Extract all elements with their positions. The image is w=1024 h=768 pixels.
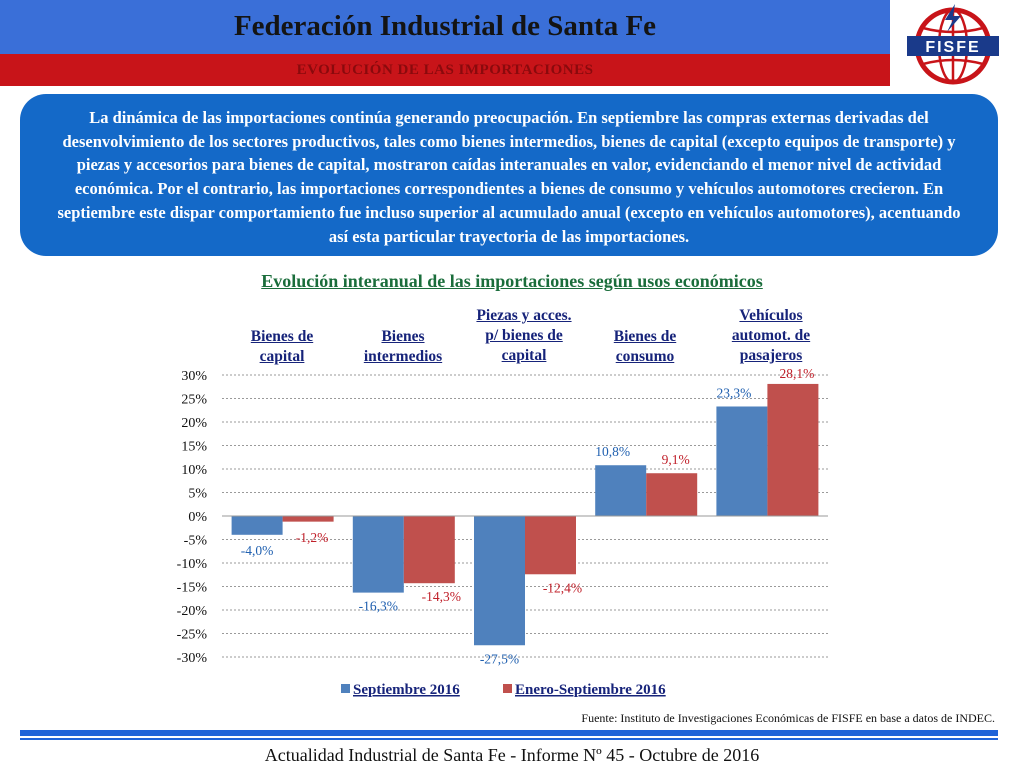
y-tick-label: 20% (181, 416, 207, 431)
data-label: -1,2% (296, 530, 329, 545)
logo-text: FISFE (925, 39, 980, 56)
y-tick-label: -20% (177, 604, 208, 619)
y-tick-label: -25% (177, 628, 208, 643)
data-label: 28,1% (779, 366, 814, 381)
legend-label-0: Septiembre 2016 (353, 682, 460, 698)
intro-box: La dinámica de las importaciones continú… (20, 94, 998, 256)
y-tick-label: 0% (188, 510, 207, 525)
y-tick-label: 10% (181, 463, 207, 478)
y-tick-label: -15% (177, 581, 208, 596)
source-note: Fuente: Instituto de Investigaciones Eco… (581, 711, 995, 725)
data-label: 23,3% (716, 385, 751, 400)
footer-rule (20, 730, 998, 736)
category-label-bienes-de-consumo: Bienes de consumo (613, 328, 677, 365)
legend-label-1: Enero-Septiembre 2016 (515, 682, 666, 698)
category-label-bienes-de-capital: Bienes de capital (250, 328, 314, 365)
subtitle-bar (0, 54, 890, 86)
bar-ene-sep-0 (282, 516, 334, 522)
legend-swatch-1 (503, 684, 512, 693)
bar-septiembre-3 (595, 465, 647, 516)
y-tick-label: 30% (181, 369, 207, 384)
category-label-bienes-intermedios: Bienes intermedios (363, 328, 443, 365)
footer-text: Actualidad Industrial de Santa Fe - Info… (264, 745, 760, 765)
data-label: -14,3% (422, 589, 461, 604)
page-title: Federación Industrial de Santa Fe (233, 10, 657, 42)
legend-swatch-0 (341, 684, 350, 693)
data-label: -16,3% (359, 599, 398, 614)
data-label: 9,1% (662, 452, 690, 467)
category-label-vehiculos: Vehículos automot. de pasajeros (731, 307, 811, 364)
y-tick-label: 25% (181, 393, 207, 408)
category-label-piezas-y-acces: Piezas y acces. p/ bienes de capital (476, 307, 572, 364)
bar-septiembre-1 (352, 516, 404, 593)
page-subtitle: EVOLUCIÓN DE LAS IMPORTACIONES (296, 62, 594, 78)
bar-septiembre-0 (231, 516, 283, 535)
footer-rule-thin (20, 738, 998, 740)
bar-septiembre-2 (474, 516, 525, 646)
data-label: -12,4% (543, 580, 582, 595)
bar-ene-sep-3 (646, 473, 698, 516)
y-tick-label: 5% (188, 487, 207, 502)
header-bar (0, 0, 890, 54)
data-label: 10,8% (595, 444, 630, 459)
bar-ene-sep-4 (767, 383, 819, 516)
data-label: -27,5% (480, 651, 519, 666)
data-label: -4,0% (241, 543, 274, 558)
bar-septiembre-4 (716, 406, 768, 516)
fisfe-logo: FISFE (907, 4, 999, 85)
intro-text: La dinámica de las importaciones continú… (57, 108, 961, 246)
y-tick-label: -5% (184, 534, 208, 549)
y-tick-label: 15% (181, 440, 207, 455)
chart-title: Evolución interanual de las importacione… (261, 271, 763, 291)
y-tick-label: -10% (177, 557, 208, 572)
bar-chart: 30% 25% 20% 15% 10% 5% 0% -5% -10% -15% -20% -25% -3… (177, 366, 828, 698)
bar-ene-sep-2 (525, 516, 576, 575)
y-tick-label: -30% (177, 651, 208, 666)
bar-ene-sep-1 (403, 516, 455, 584)
